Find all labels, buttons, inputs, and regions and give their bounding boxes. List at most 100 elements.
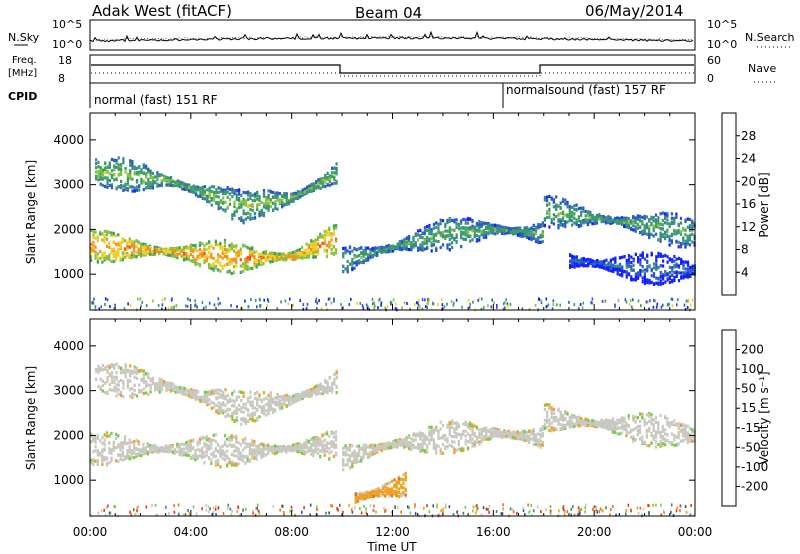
heatmap-cell [630, 267, 633, 271]
heatmap-cell [110, 378, 114, 382]
heatmap-cell [472, 300, 474, 304]
heatmap-cell [648, 264, 651, 268]
heatmap-cell [386, 304, 389, 308]
heatmap-cell [153, 248, 156, 253]
heatmap-cell [444, 234, 447, 238]
heatmap-cell [242, 394, 245, 398]
heatmap-cell [281, 198, 284, 202]
heatmap-cell [101, 384, 104, 388]
heatmap-cell [321, 182, 325, 186]
heatmap-cell [316, 301, 319, 305]
heatmap-cell [561, 216, 565, 220]
heatmap-cell [625, 265, 628, 269]
heatmap-cell [135, 394, 139, 398]
heatmap-cell [451, 228, 454, 232]
heatmap-cell [369, 248, 372, 252]
heatmap-cell [679, 216, 683, 220]
heatmap-cell [192, 244, 195, 248]
heatmap-cell [217, 449, 220, 453]
heatmap-cell [206, 403, 209, 407]
heatmap-cell [346, 267, 349, 271]
heatmap-cell [253, 211, 257, 216]
heatmap-cell [625, 223, 628, 227]
heatmap-cell [244, 406, 247, 410]
heatmap-cell [451, 236, 454, 240]
heatmap-cell [94, 445, 97, 449]
heatmap-cell [113, 307, 116, 311]
heatmap-cell [269, 448, 272, 453]
heatmap-cell [199, 395, 202, 399]
heatmap-cell [302, 307, 305, 311]
heatmap-cell [686, 238, 689, 242]
heatmap-cell [323, 238, 326, 242]
heatmap-cell [376, 246, 379, 250]
heatmap-cell [192, 188, 195, 192]
heatmap-cell [258, 404, 261, 408]
heatmap-cell [187, 247, 190, 251]
heatmap-cell [627, 261, 631, 265]
heatmap-cell [135, 180, 139, 184]
heatmap-cell [414, 241, 417, 245]
heatmap-cell [299, 299, 301, 303]
heatmap-cell [164, 449, 168, 453]
heatmap-cell [126, 452, 129, 456]
heatmap-cell [571, 264, 574, 268]
heatmap-cell [126, 378, 129, 382]
heatmap-cell [215, 403, 218, 407]
heatmap-cell [616, 267, 619, 271]
heatmap-cell [380, 301, 383, 305]
heatmap-cell [691, 232, 694, 237]
heatmap-cell [471, 229, 474, 233]
heatmap-cell [466, 217, 470, 221]
heatmap-cell [469, 234, 472, 238]
heatmap-cell [131, 160, 134, 165]
heatmap-cell [135, 251, 138, 255]
heatmap-cell [251, 250, 254, 254]
heatmap-cell [582, 260, 585, 264]
heatmap-cell [294, 251, 297, 255]
heatmap-cell [126, 186, 129, 191]
heatmap-cell [194, 397, 198, 401]
heatmap-cell [235, 462, 238, 466]
heatmap-cell [253, 195, 257, 199]
heatmap-cell [645, 222, 648, 226]
heatmap-cell [616, 269, 619, 273]
heatmap-cell [230, 247, 233, 251]
heatmap-cell [532, 236, 535, 240]
heatmap-cell [306, 191, 309, 195]
heatmap-cell [353, 261, 356, 265]
heatmap-cell [603, 261, 606, 265]
heatmap-cell [121, 239, 124, 243]
heatmap-cell [571, 205, 574, 209]
heatmap-cell [257, 260, 261, 264]
heatmap-cell [239, 270, 242, 274]
heatmap-cell [260, 209, 263, 213]
heatmap-cell [673, 270, 676, 274]
heatmap-cell [105, 257, 109, 261]
heatmap-cell [278, 399, 281, 403]
heatmap-cell [582, 209, 585, 213]
velocity-heatmap-cells [90, 362, 696, 518]
heatmap-cell [110, 375, 114, 379]
heatmap-cell [222, 392, 225, 397]
heatmap-cell [263, 298, 265, 302]
heatmap-cell [173, 255, 177, 259]
heatmap-cell [455, 240, 458, 244]
heatmap-cell [117, 185, 120, 189]
heatmap-cell [679, 221, 683, 225]
heatmap-cell [149, 173, 152, 177]
heatmap-cell [614, 216, 617, 221]
heatmap-cell [176, 246, 179, 250]
heatmap-cell [317, 184, 320, 189]
heatmap-cell [346, 265, 349, 269]
heatmap-cell [426, 241, 429, 245]
heatmap-cell [103, 433, 106, 437]
heatmap-cell [323, 229, 326, 234]
heatmap-cell [446, 218, 449, 222]
heatmap-cell [152, 299, 154, 303]
heatmap-cell [387, 244, 390, 248]
heatmap-cell [446, 302, 448, 306]
heatmap-cell [244, 299, 246, 303]
heatmap-cell [595, 221, 599, 225]
heatmap-cell [244, 461, 247, 465]
